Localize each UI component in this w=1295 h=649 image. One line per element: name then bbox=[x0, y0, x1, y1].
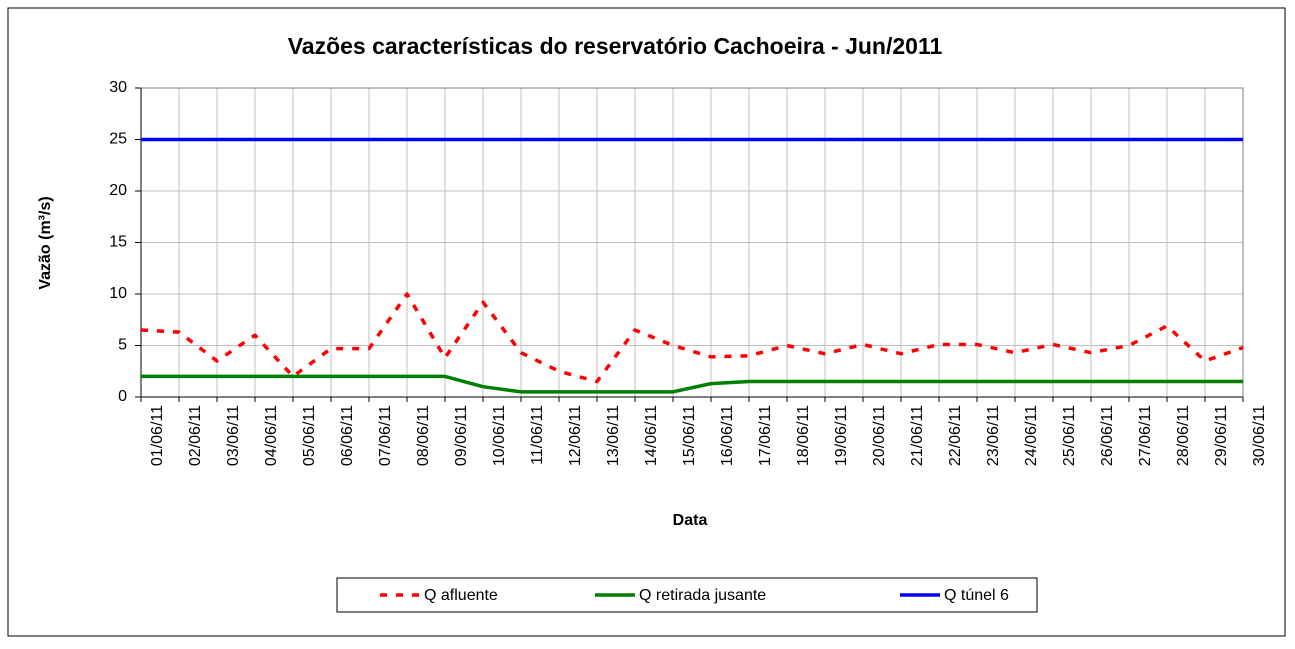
x-tick-label: 16/06/11 bbox=[719, 405, 736, 466]
x-tick-label: 13/06/11 bbox=[605, 405, 622, 466]
x-tick-label: 01/06/11 bbox=[149, 405, 166, 466]
x-tick-label: 26/06/11 bbox=[1099, 405, 1116, 466]
x-tick-label: 15/06/11 bbox=[681, 405, 698, 466]
x-tick-label: 19/06/11 bbox=[833, 405, 850, 466]
x-tick-label: 03/06/11 bbox=[225, 405, 242, 466]
x-tick-label: 04/06/11 bbox=[263, 405, 280, 466]
y-tick-label: 30 bbox=[109, 79, 127, 96]
y-axis-title: Vazão (m³/s) bbox=[37, 196, 54, 289]
x-tick-label: 14/06/11 bbox=[643, 405, 660, 466]
legend-label: Q retirada jusante bbox=[639, 587, 766, 604]
x-tick-label: 05/06/11 bbox=[301, 405, 318, 466]
x-tick-label: 27/06/11 bbox=[1137, 405, 1154, 466]
x-tick-label: 30/06/11 bbox=[1251, 405, 1268, 466]
x-tick-label: 06/06/11 bbox=[339, 405, 356, 466]
x-tick-label: 28/06/11 bbox=[1175, 405, 1192, 466]
x-tick-label: 12/06/11 bbox=[567, 405, 584, 466]
legend-label: Q afluente bbox=[424, 587, 498, 604]
x-tick-label: 17/06/11 bbox=[757, 405, 774, 466]
x-tick-label: 02/06/11 bbox=[187, 405, 204, 466]
x-tick-label: 07/06/11 bbox=[377, 405, 394, 466]
chart-title: Vazões características do reservatório C… bbox=[288, 33, 943, 59]
x-tick-label: 23/06/11 bbox=[985, 405, 1002, 466]
x-tick-label: 11/06/11 bbox=[529, 405, 546, 465]
x-tick-label: 10/06/11 bbox=[491, 405, 508, 466]
y-tick-label: 20 bbox=[109, 182, 127, 199]
x-tick-label: 22/06/11 bbox=[947, 405, 964, 466]
y-tick-label: 5 bbox=[118, 337, 127, 354]
x-tick-label: 24/06/11 bbox=[1023, 405, 1040, 466]
y-tick-label: 25 bbox=[109, 131, 127, 148]
x-tick-label: 08/06/11 bbox=[415, 405, 432, 466]
x-axis-title: Data bbox=[673, 512, 708, 529]
y-tick-label: 0 bbox=[118, 388, 127, 405]
x-tick-label: 09/06/11 bbox=[453, 405, 470, 466]
x-tick-label: 21/06/11 bbox=[909, 405, 926, 466]
series-line bbox=[141, 374, 1243, 394]
x-tick-label: 29/06/11 bbox=[1213, 405, 1230, 466]
legend-label: Q túnel 6 bbox=[944, 587, 1009, 604]
x-tick-label: 18/06/11 bbox=[795, 405, 812, 466]
x-tick-label: 20/06/11 bbox=[871, 405, 888, 466]
x-tick-label: 25/06/11 bbox=[1061, 405, 1078, 466]
series-line bbox=[140, 292, 1244, 384]
y-tick-label: 15 bbox=[109, 234, 127, 251]
y-tick-label: 10 bbox=[109, 285, 127, 302]
